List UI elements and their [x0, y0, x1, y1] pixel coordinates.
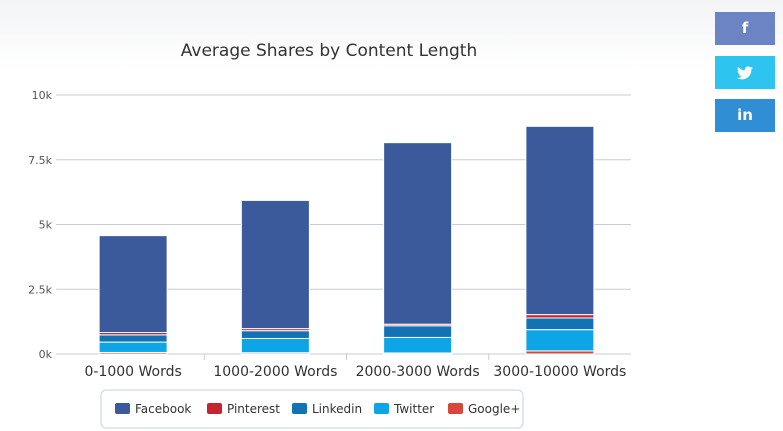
y-tick-label: 7.5k	[28, 154, 52, 167]
linkedin-icon: in	[737, 106, 753, 124]
legend-item-twitter[interactable]: Twitter	[374, 402, 434, 416]
bar-facebook[interactable]	[98, 235, 168, 334]
y-tick-label: 2.5k	[28, 283, 52, 296]
y-tick-label: 5k	[39, 219, 53, 232]
y-tick-label: 10k	[32, 89, 53, 102]
legend-item-pinterest[interactable]: Pinterest	[207, 402, 280, 416]
bar-pinterest[interactable]	[525, 314, 595, 319]
x-axis-ticks: 0-1000 Words 1000-2000 Words 2000-3000 Wor…	[84, 354, 626, 380]
bar-twitter[interactable]	[240, 337, 310, 354]
bar-twitter[interactable]	[383, 336, 453, 354]
x-tick-label: 2000-3000 Words	[356, 364, 480, 380]
legend-swatch	[374, 403, 389, 414]
bar-twitter[interactable]	[525, 329, 595, 352]
legend-item-linkedin[interactable]: Linkedin	[292, 402, 362, 416]
linkedin-share-button[interactable]: in	[715, 99, 775, 132]
legend-swatch	[448, 403, 463, 414]
y-axis-ticks: 0k 2.5k 5k 7.5k 10k	[28, 89, 52, 361]
stacked-bar-chart: Average Shares by Content Length 0k 2.5k 5…	[28, 41, 631, 429]
bar-facebook[interactable]	[525, 125, 595, 316]
x-tick-label: 3000-10000 Words	[493, 364, 626, 380]
legend[interactable]: Facebook Pinterest Linkedin Twitter Google+	[100, 389, 524, 429]
legend-swatch	[207, 403, 222, 414]
x-tick-label: 0-1000 Words	[84, 364, 181, 380]
twitter-icon	[737, 65, 753, 79]
bar-linkedin[interactable]	[240, 330, 310, 339]
chart-title: Average Shares by Content Length	[181, 41, 477, 61]
legend-label: Linkedin	[312, 402, 362, 416]
bar-linkedin[interactable]	[525, 317, 595, 331]
legend-swatch	[292, 403, 307, 414]
bar-linkedin[interactable]	[98, 334, 168, 343]
legend-item-google-[interactable]: Google+	[448, 402, 520, 416]
legend-label: Google+	[468, 402, 520, 416]
y-tick-label: 0k	[39, 348, 53, 361]
twitter-share-button[interactable]	[715, 56, 775, 89]
bar-linkedin[interactable]	[383, 325, 453, 338]
bar-twitter[interactable]	[98, 341, 168, 353]
legend-label: Facebook	[135, 402, 191, 416]
bar-facebook[interactable]	[240, 199, 310, 330]
legend-label: Pinterest	[227, 402, 280, 416]
legend-item-facebook[interactable]: Facebook	[115, 402, 191, 416]
legend-swatch	[115, 403, 130, 414]
facebook-icon: f	[741, 19, 749, 37]
bar-facebook[interactable]	[383, 142, 453, 325]
facebook-share-button[interactable]: f	[715, 12, 775, 45]
x-tick-label: 1000-2000 Words	[213, 364, 337, 380]
bars	[98, 125, 595, 355]
legend-label: Twitter	[393, 402, 434, 416]
legend-box	[100, 389, 524, 429]
